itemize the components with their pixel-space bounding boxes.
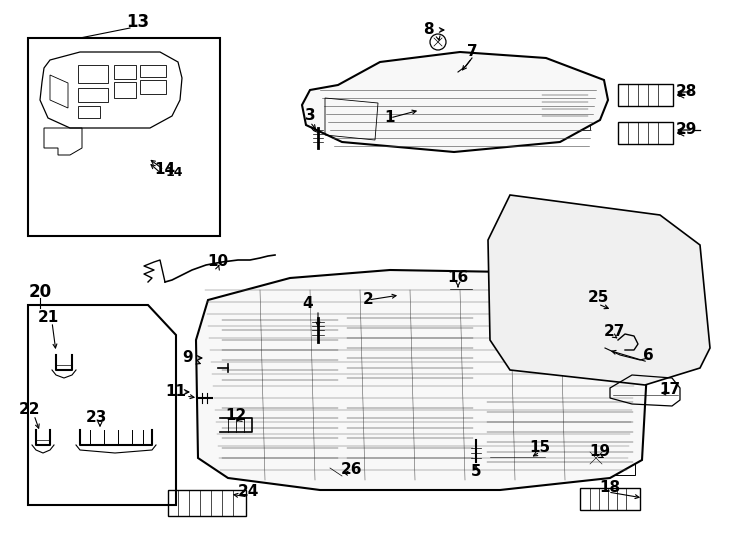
Text: 11: 11 bbox=[165, 384, 186, 400]
Bar bbox=[220, 400, 340, 470]
Bar bbox=[618, 84, 673, 106]
Text: 1: 1 bbox=[385, 111, 395, 125]
Bar bbox=[450, 278, 472, 300]
Bar bbox=[140, 65, 166, 77]
Bar bbox=[220, 310, 340, 390]
Text: 6: 6 bbox=[643, 348, 653, 362]
Text: 2: 2 bbox=[363, 293, 374, 307]
Text: 14: 14 bbox=[166, 165, 184, 179]
Bar bbox=[330, 118, 365, 130]
Text: 4: 4 bbox=[302, 295, 313, 310]
Bar bbox=[580, 488, 640, 510]
Text: 25: 25 bbox=[587, 291, 608, 306]
Bar bbox=[435, 95, 463, 125]
Text: 26: 26 bbox=[341, 462, 363, 477]
Bar bbox=[78, 65, 108, 83]
Bar bbox=[540, 90, 590, 130]
Text: 27: 27 bbox=[603, 325, 625, 340]
Text: 12: 12 bbox=[225, 408, 247, 422]
Text: 21: 21 bbox=[37, 310, 59, 326]
Bar bbox=[485, 395, 635, 475]
Text: 9: 9 bbox=[183, 350, 193, 366]
Bar bbox=[140, 80, 166, 94]
Text: 5: 5 bbox=[470, 464, 482, 480]
Text: 15: 15 bbox=[529, 441, 550, 456]
Text: 3: 3 bbox=[305, 107, 316, 123]
Bar bbox=[345, 400, 475, 470]
Text: 28: 28 bbox=[675, 84, 697, 99]
Bar bbox=[114, 65, 136, 79]
Bar bbox=[345, 310, 475, 390]
Bar bbox=[330, 105, 365, 125]
Text: 16: 16 bbox=[448, 271, 468, 286]
Text: 8: 8 bbox=[423, 23, 433, 37]
Text: 18: 18 bbox=[600, 481, 620, 496]
Bar bbox=[505, 95, 533, 125]
Polygon shape bbox=[488, 195, 710, 385]
Text: 20: 20 bbox=[29, 283, 51, 301]
Text: 29: 29 bbox=[675, 123, 697, 138]
Text: 17: 17 bbox=[659, 382, 680, 397]
Bar bbox=[490, 448, 545, 466]
Text: 19: 19 bbox=[589, 444, 611, 460]
Text: 22: 22 bbox=[19, 402, 41, 417]
Bar bbox=[485, 290, 635, 390]
Text: 24: 24 bbox=[237, 484, 258, 500]
Bar bbox=[28, 38, 220, 236]
Text: 7: 7 bbox=[467, 44, 477, 59]
Bar bbox=[470, 95, 498, 125]
Polygon shape bbox=[302, 52, 608, 152]
Text: 13: 13 bbox=[126, 13, 150, 31]
Text: 10: 10 bbox=[208, 254, 228, 269]
Polygon shape bbox=[196, 270, 650, 490]
Bar bbox=[168, 490, 246, 516]
Bar bbox=[78, 106, 100, 118]
Text: 23: 23 bbox=[85, 410, 106, 426]
Bar bbox=[114, 82, 136, 98]
Bar bbox=[78, 88, 108, 102]
Bar bbox=[618, 122, 673, 144]
Text: 14: 14 bbox=[154, 163, 175, 178]
Bar bbox=[400, 95, 428, 125]
